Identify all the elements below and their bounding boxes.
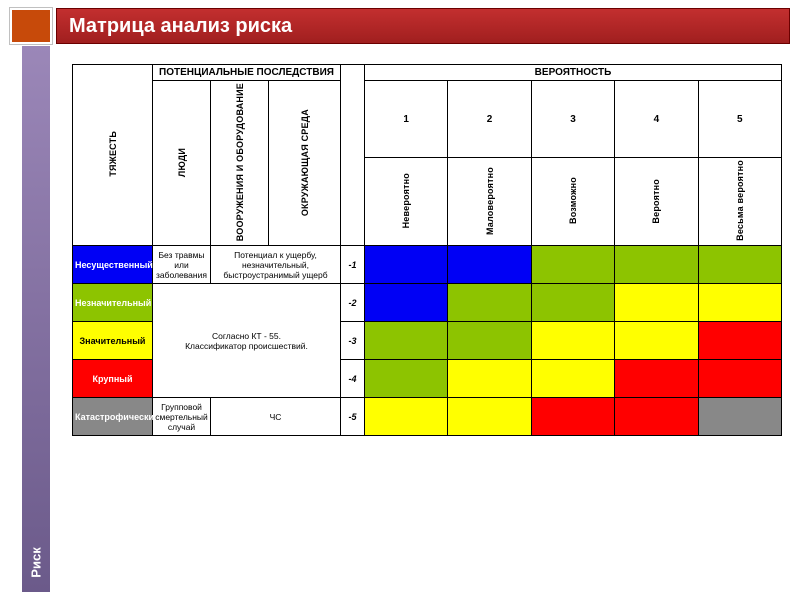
people-0: Без травмы или заболевания — [153, 246, 211, 284]
cell-2-2 — [531, 322, 614, 360]
consequences-header: ПОТЕНЦИАЛЬНЫЕ ПОСЛЕДСТВИЯ — [153, 65, 341, 81]
sev-4: Катастрофический — [73, 398, 153, 436]
cell-1-1 — [448, 284, 531, 322]
sev-0: Несущественный — [73, 246, 153, 284]
cell-4-2 — [531, 398, 614, 436]
cell-0-0 — [365, 246, 448, 284]
merged-1-3: Согласно КТ - 55. Классификатор происшес… — [153, 284, 341, 398]
page-title: Матрица анализ риска — [56, 8, 790, 44]
corner-accent — [10, 8, 52, 44]
env-4: ЧС — [211, 398, 341, 436]
score-0: -1 — [341, 246, 365, 284]
cell-4-1 — [448, 398, 531, 436]
cell-3-2 — [531, 360, 614, 398]
risk-matrix-table: ТЯЖЕСТЬ ПОТЕНЦИАЛЬНЫЕ ПОСЛЕДСТВИЯ ВЕРОЯТ… — [72, 64, 782, 436]
prob-num-3: 3 — [531, 81, 614, 158]
prob-num-1: 1 — [365, 81, 448, 158]
cell-2-4 — [698, 322, 781, 360]
cell-2-0 — [365, 322, 448, 360]
cell-3-4 — [698, 360, 781, 398]
side-rail-label: Риск — [29, 547, 44, 577]
prob-label-3: Возможно — [531, 158, 614, 246]
cell-3-1 — [448, 360, 531, 398]
cell-2-1 — [448, 322, 531, 360]
sev-1: Незначительный — [73, 284, 153, 322]
header-row-1: ТЯЖЕСТЬ ПОТЕНЦИАЛЬНЫЕ ПОСЛЕДСТВИЯ ВЕРОЯТ… — [73, 65, 782, 81]
prob-label-5: Весьма вероятно — [698, 158, 781, 246]
cell-0-1 — [448, 246, 531, 284]
prob-num-4: 4 — [615, 81, 698, 158]
matrix-row-1: Незначительный Согласно КТ - 55. Классиф… — [73, 284, 782, 322]
sev-2: Значительный — [73, 322, 153, 360]
score-4: -5 — [341, 398, 365, 436]
cell-4-4 — [698, 398, 781, 436]
cell-4-0 — [365, 398, 448, 436]
prob-num-2: 2 — [448, 81, 531, 158]
severity-header: ТЯЖЕСТЬ — [73, 65, 153, 246]
prob-label-1: Невероятно — [365, 158, 448, 246]
people-header: ЛЮДИ — [153, 81, 211, 246]
cell-1-4 — [698, 284, 781, 322]
cell-0-2 — [531, 246, 614, 284]
score-header — [341, 65, 365, 246]
header-row-2: ЛЮДИ ВООРУЖЕНИЯ И ОБОРУДОВАНИЕ ОКРУЖАЮЩА… — [73, 81, 782, 158]
matrix-row-4: Катастрофический Групповой смертельный с… — [73, 398, 782, 436]
risk-matrix: ТЯЖЕСТЬ ПОТЕНЦИАЛЬНЫЕ ПОСЛЕДСТВИЯ ВЕРОЯТ… — [72, 64, 782, 436]
cell-3-0 — [365, 360, 448, 398]
side-rail: Риск — [22, 46, 50, 592]
sev-3: Крупный — [73, 360, 153, 398]
cell-1-3 — [615, 284, 698, 322]
equip-header: ВООРУЖЕНИЯ И ОБОРУДОВАНИЕ — [211, 81, 269, 246]
cell-2-3 — [615, 322, 698, 360]
cell-4-3 — [615, 398, 698, 436]
env-header: ОКРУЖАЮЩАЯ СРЕДА — [269, 81, 341, 246]
matrix-row-0: Несущественный Без травмы или заболевани… — [73, 246, 782, 284]
cell-3-3 — [615, 360, 698, 398]
prob-label-4: Вероятно — [615, 158, 698, 246]
prob-label-2: Маловероятно — [448, 158, 531, 246]
score-3: -4 — [341, 360, 365, 398]
score-1: -2 — [341, 284, 365, 322]
score-2: -3 — [341, 322, 365, 360]
cell-1-0 — [365, 284, 448, 322]
people-4: Групповой смертельный случай — [153, 398, 211, 436]
cell-0-4 — [698, 246, 781, 284]
probability-header: ВЕРОЯТНОСТЬ — [365, 65, 782, 81]
prob-num-5: 5 — [698, 81, 781, 158]
cell-0-3 — [615, 246, 698, 284]
env-0: Потенциал к ущербу, незначительный, быст… — [211, 246, 341, 284]
cell-1-2 — [531, 284, 614, 322]
